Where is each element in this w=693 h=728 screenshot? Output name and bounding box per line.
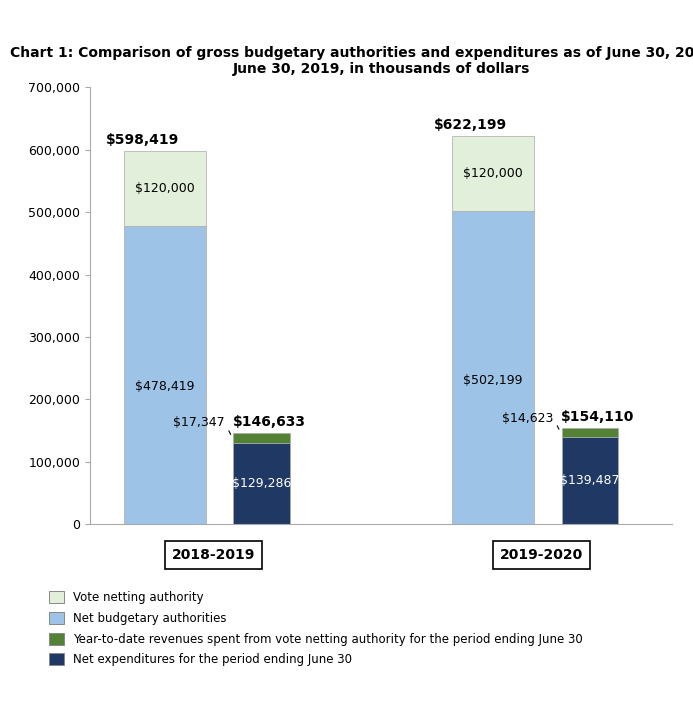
Text: 2018-2019: 2018-2019 <box>172 548 255 562</box>
Text: $129,286: $129,286 <box>232 478 292 491</box>
Text: $502,199: $502,199 <box>464 373 523 387</box>
Bar <box>234 443 290 524</box>
Text: $154,110: $154,110 <box>561 411 634 424</box>
Legend: Vote netting authority, Net budgetary authorities, Year-to-date revenues spent f: Vote netting authority, Net budgetary au… <box>49 591 583 666</box>
Text: 2019-2020: 2019-2020 <box>500 548 584 562</box>
Text: $622,199: $622,199 <box>434 118 507 132</box>
Text: $598,419: $598,419 <box>106 133 179 147</box>
Text: $17,347: $17,347 <box>173 416 231 435</box>
Bar <box>123 226 206 524</box>
Bar <box>452 136 534 211</box>
Bar <box>562 437 618 524</box>
Bar <box>234 432 290 443</box>
Bar <box>123 151 206 226</box>
Text: $120,000: $120,000 <box>463 167 523 180</box>
Text: $120,000: $120,000 <box>135 182 195 194</box>
Text: $146,633: $146,633 <box>233 415 306 429</box>
Text: $478,419: $478,419 <box>135 380 195 393</box>
Text: $139,487: $139,487 <box>561 474 620 487</box>
Title: Chart 1: Comparison of gross budgetary authorities and expenditures as of June 3: Chart 1: Comparison of gross budgetary a… <box>10 47 693 76</box>
Text: $14,623: $14,623 <box>502 411 559 430</box>
Bar <box>452 211 534 524</box>
Bar <box>562 428 618 437</box>
